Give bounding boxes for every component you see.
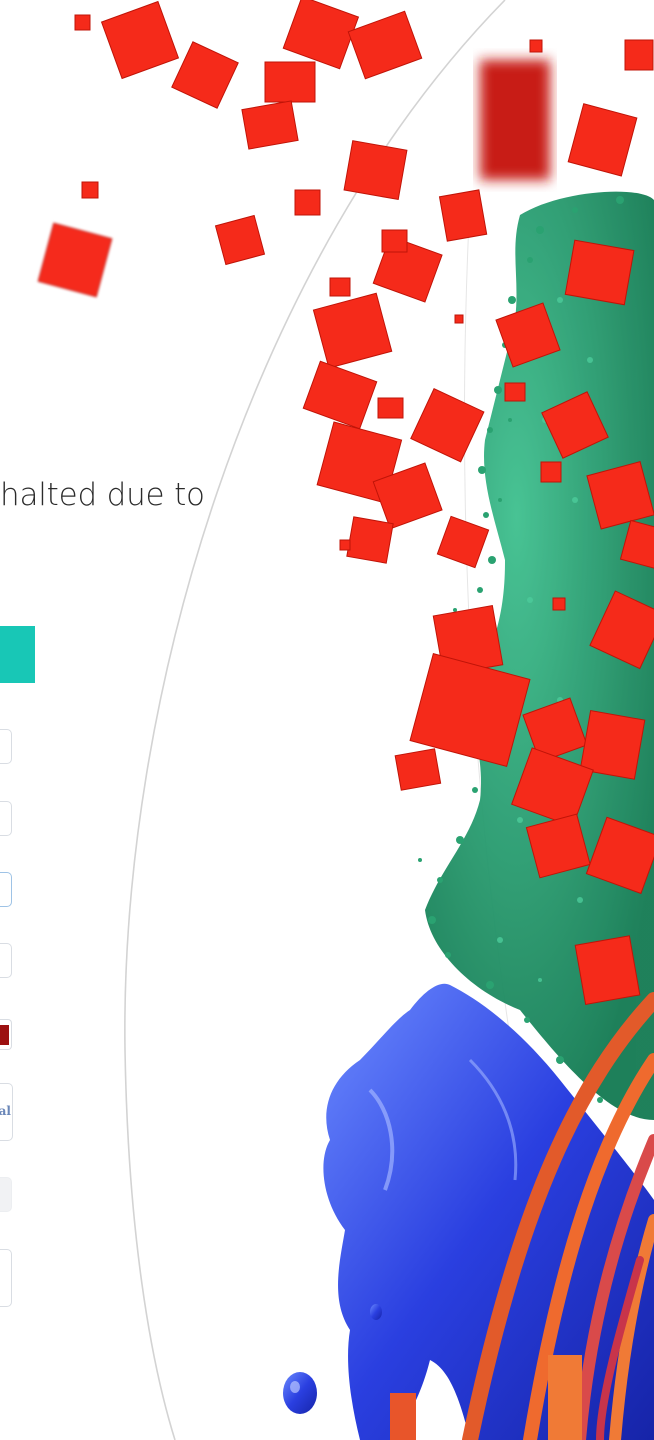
color-swatch-icon — [0, 1025, 9, 1045]
color-picker-field[interactable] — [0, 1019, 12, 1050]
form-input-focused[interactable] — [0, 872, 12, 907]
primary-action-button[interactable] — [0, 626, 35, 683]
textarea-field[interactable] — [0, 1249, 12, 1307]
select-value: al — [0, 1104, 11, 1118]
status-message: halted due to — [0, 477, 205, 513]
form-input[interactable] — [0, 943, 12, 978]
form-input[interactable] — [0, 729, 12, 764]
form-input[interactable] — [0, 801, 12, 836]
form-input-disabled — [0, 1177, 12, 1212]
select-field[interactable]: al — [0, 1083, 13, 1141]
